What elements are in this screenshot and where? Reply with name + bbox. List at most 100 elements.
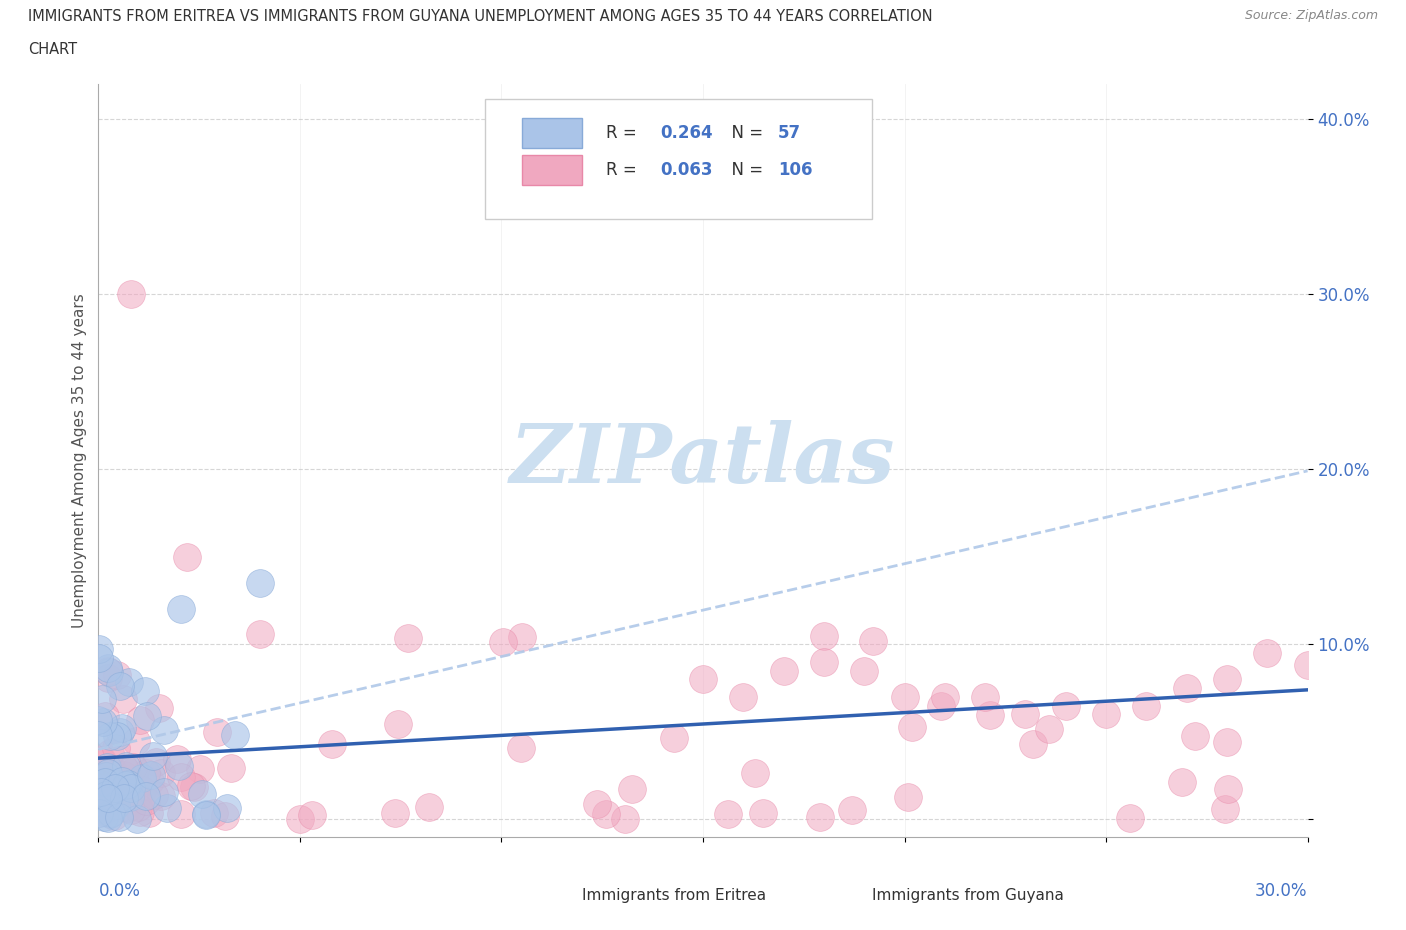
- Point: [808, 809, 831, 824]
- Point: [90, 788, 112, 803]
- Point: [744, 765, 766, 780]
- Point: [115, 785, 138, 800]
- Point: [91, 783, 114, 798]
- Point: [91, 799, 114, 814]
- Point: [117, 783, 139, 798]
- Bar: [522, 117, 582, 148]
- Point: [111, 721, 134, 736]
- Point: [214, 808, 236, 823]
- Point: [112, 790, 135, 805]
- Point: [115, 759, 138, 774]
- Point: [93, 714, 115, 729]
- Point: [153, 784, 176, 799]
- Point: [118, 675, 141, 690]
- Point: [136, 709, 159, 724]
- Point: [180, 778, 202, 793]
- Point: [129, 804, 152, 819]
- Point: [100, 800, 122, 815]
- Text: 0.264: 0.264: [661, 124, 713, 141]
- Point: [138, 805, 160, 820]
- Point: [120, 286, 142, 301]
- Point: [139, 767, 162, 782]
- Point: [195, 807, 218, 822]
- Point: [194, 806, 217, 821]
- Text: IMMIGRANTS FROM ERITREA VS IMMIGRANTS FROM GUYANA UNEMPLOYMENT AMONG AGES 35 TO : IMMIGRANTS FROM ERITREA VS IMMIGRANTS FR…: [28, 9, 932, 24]
- Point: [90, 785, 112, 800]
- Point: [613, 812, 636, 827]
- Point: [117, 801, 139, 816]
- Point: [142, 749, 165, 764]
- Point: [90, 752, 112, 767]
- Point: [97, 663, 120, 678]
- Point: [1296, 658, 1319, 672]
- Point: [94, 788, 117, 803]
- Point: [1216, 735, 1239, 750]
- Text: N =: N =: [721, 124, 769, 141]
- Point: [105, 728, 128, 743]
- Point: [120, 803, 142, 817]
- Point: [112, 767, 135, 782]
- Point: [288, 811, 311, 826]
- Point: [510, 630, 533, 644]
- Point: [97, 811, 120, 826]
- Point: [89, 642, 111, 657]
- Point: [215, 801, 238, 816]
- Point: [104, 780, 127, 795]
- Point: [89, 806, 111, 821]
- Point: [101, 764, 124, 779]
- Point: [105, 770, 128, 785]
- Point: [103, 808, 125, 823]
- Point: [93, 790, 115, 804]
- Point: [1184, 728, 1206, 743]
- Point: [97, 671, 120, 685]
- Y-axis label: Unemployment Among Ages 35 to 44 years: Unemployment Among Ages 35 to 44 years: [72, 293, 87, 628]
- Text: N =: N =: [721, 161, 769, 179]
- Text: R =: R =: [606, 124, 643, 141]
- Point: [934, 689, 956, 704]
- Point: [931, 699, 953, 714]
- Text: 0.0%: 0.0%: [98, 883, 141, 900]
- Point: [97, 661, 120, 676]
- Point: [104, 740, 127, 755]
- Point: [112, 691, 135, 706]
- Point: [104, 797, 127, 812]
- Bar: [534, 886, 569, 905]
- Point: [94, 775, 117, 790]
- Point: [841, 803, 863, 817]
- Point: [135, 765, 157, 780]
- Point: [94, 709, 117, 724]
- Bar: [522, 155, 582, 185]
- Point: [813, 628, 835, 643]
- Point: [108, 809, 131, 824]
- Point: [91, 804, 114, 819]
- Point: [202, 805, 225, 820]
- Point: [662, 730, 685, 745]
- Point: [127, 811, 149, 826]
- Point: [129, 712, 152, 727]
- Point: [143, 787, 166, 802]
- Point: [131, 782, 153, 797]
- Text: Source: ZipAtlas.com: Source: ZipAtlas.com: [1244, 9, 1378, 22]
- Point: [170, 806, 193, 821]
- Point: [1038, 722, 1060, 737]
- Text: Immigrants from Guyana: Immigrants from Guyana: [872, 887, 1064, 902]
- Point: [97, 791, 120, 806]
- Point: [396, 631, 419, 645]
- Text: 0.063: 0.063: [661, 161, 713, 179]
- Point: [124, 763, 146, 777]
- Point: [166, 751, 188, 766]
- Point: [112, 761, 135, 776]
- Point: [135, 789, 157, 804]
- Point: [98, 665, 121, 680]
- Point: [752, 805, 775, 820]
- Point: [111, 774, 134, 789]
- Point: [148, 700, 170, 715]
- Point: [219, 761, 242, 776]
- Point: [122, 760, 145, 775]
- Point: [621, 782, 644, 797]
- Point: [139, 774, 162, 789]
- Point: [897, 790, 920, 804]
- Point: [224, 727, 246, 742]
- Point: [1256, 645, 1278, 660]
- Point: [301, 808, 323, 823]
